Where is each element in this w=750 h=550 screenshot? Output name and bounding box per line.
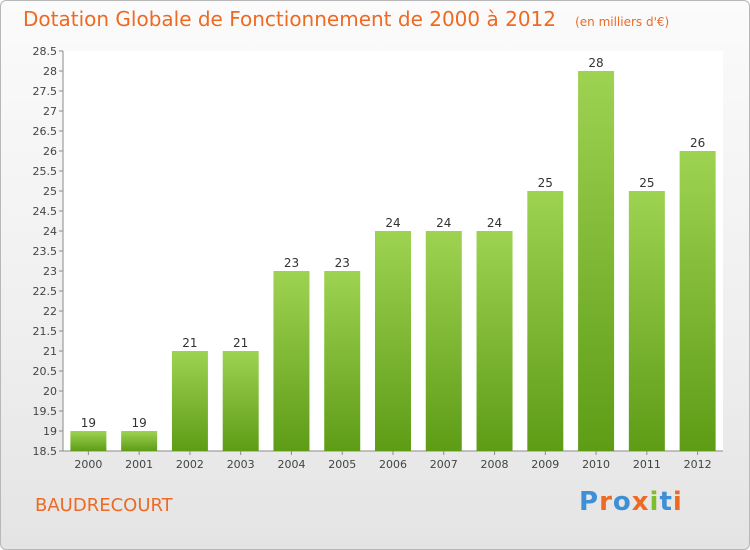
y-tick-label: 24 xyxy=(43,225,57,238)
x-tick-label: 2003 xyxy=(227,458,255,471)
bar-value-label: 19 xyxy=(132,416,147,430)
bar xyxy=(375,231,411,451)
bar xyxy=(527,191,564,451)
x-tick-label: 2001 xyxy=(125,458,153,471)
bar xyxy=(476,231,513,451)
y-tick-label: 26 xyxy=(43,145,57,158)
bar-value-label: 26 xyxy=(690,136,705,150)
x-tick-label: 2008 xyxy=(481,458,509,471)
bar-value-label: 25 xyxy=(639,176,654,190)
bar-value-label: 24 xyxy=(436,216,451,230)
x-tick-label: 2000 xyxy=(74,458,102,471)
bar-value-label: 24 xyxy=(487,216,502,230)
bar-value-label: 23 xyxy=(284,256,299,270)
proxiti-logo: Proxiti xyxy=(579,487,683,517)
x-tick-label: 2005 xyxy=(328,458,356,471)
bar xyxy=(121,431,158,451)
x-tick-label: 2012 xyxy=(684,458,712,471)
bar-value-label: 21 xyxy=(182,336,197,350)
y-tick-label: 21.5 xyxy=(33,325,58,338)
bar xyxy=(425,231,462,451)
bar xyxy=(578,71,615,451)
bar-value-label: 19 xyxy=(81,416,96,430)
bar-value-label: 23 xyxy=(335,256,350,270)
x-tick-label: 2009 xyxy=(531,458,559,471)
y-tick-label: 24.5 xyxy=(33,205,58,218)
y-tick-label: 20.5 xyxy=(33,365,58,378)
bar-value-label: 25 xyxy=(538,176,553,190)
bar xyxy=(273,271,310,451)
y-tick-label: 19.5 xyxy=(33,405,58,418)
x-tick-label: 2002 xyxy=(176,458,204,471)
y-tick-label: 27 xyxy=(43,105,57,118)
y-tick-label: 23 xyxy=(43,265,57,278)
bar xyxy=(171,351,208,451)
x-tick-label: 2007 xyxy=(430,458,458,471)
x-tick-label: 2006 xyxy=(379,458,407,471)
y-tick-label: 28 xyxy=(43,65,57,78)
y-tick-label: 22.5 xyxy=(33,285,58,298)
bar xyxy=(222,351,259,451)
y-tick-label: 19 xyxy=(43,425,57,438)
y-tick-label: 28.5 xyxy=(33,45,58,58)
y-tick-label: 22 xyxy=(43,305,57,318)
y-tick-label: 21 xyxy=(43,345,57,358)
bar xyxy=(628,191,665,451)
bar-value-label: 21 xyxy=(233,336,248,350)
x-tick-label: 2010 xyxy=(582,458,610,471)
y-tick-label: 27.5 xyxy=(33,85,58,98)
x-tick-label: 2004 xyxy=(277,458,305,471)
y-tick-label: 25.5 xyxy=(33,165,58,178)
bar-value-label: 28 xyxy=(588,56,603,70)
y-tick-label: 18.5 xyxy=(33,445,58,458)
y-tick-label: 20 xyxy=(43,385,57,398)
y-tick-label: 26.5 xyxy=(33,125,58,138)
bar-value-label: 24 xyxy=(385,216,400,230)
y-tick-label: 23.5 xyxy=(33,245,58,258)
bar xyxy=(324,271,361,451)
chart-unit: (en milliers d'€) xyxy=(575,15,670,29)
y-tick-label: 25 xyxy=(43,185,57,198)
commune-name: BAUDRECOURT xyxy=(35,495,173,516)
bar xyxy=(679,151,716,451)
chart-title-block: Dotation Globale de Fonctionnement de 20… xyxy=(23,7,669,31)
bar xyxy=(70,431,107,451)
x-tick-label: 2011 xyxy=(633,458,661,471)
chart-title: Dotation Globale de Fonctionnement de 20… xyxy=(23,7,556,31)
